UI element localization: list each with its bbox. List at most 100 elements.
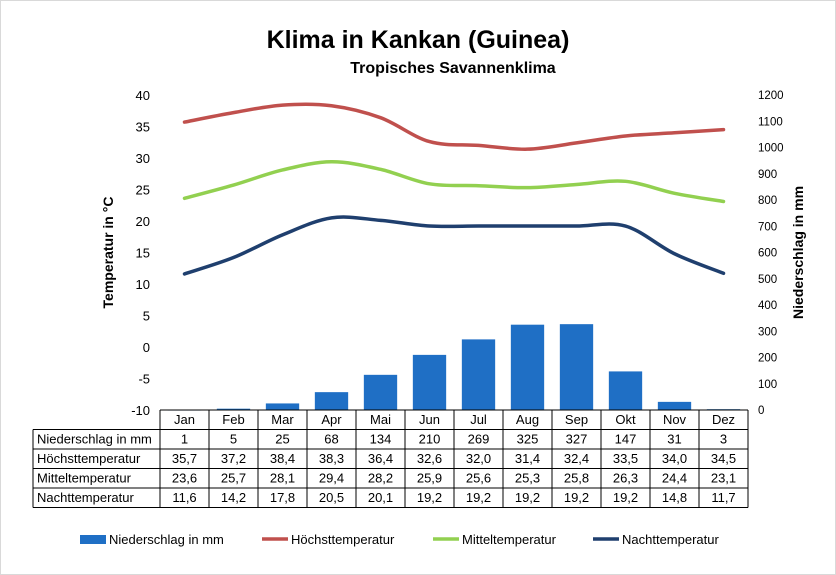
y-tick-label: 20 — [136, 214, 150, 229]
y-tick-label: 0 — [143, 340, 150, 355]
table-cell: 3 — [720, 432, 727, 447]
category-label: Jan — [174, 412, 195, 427]
table-cell: 17,8 — [270, 490, 295, 505]
table-cell: 269 — [468, 432, 490, 447]
y2-tick-label: 300 — [758, 326, 777, 338]
table-cell: 19,2 — [564, 490, 589, 505]
table-cell: 25,8 — [564, 471, 589, 486]
table-cell: 14,2 — [221, 490, 246, 505]
y-tick-label: 30 — [136, 151, 150, 166]
y2-tick-label: 800 — [758, 195, 777, 207]
table-cell: 25,6 — [466, 471, 491, 486]
table-cell: 34,0 — [662, 451, 687, 466]
bar — [412, 354, 447, 410]
bar — [559, 324, 594, 410]
table-cell: 25,3 — [515, 471, 540, 486]
y2-axis-label: Niederschlag in mm — [790, 186, 806, 319]
series-line — [182, 102, 726, 151]
bar — [461, 339, 496, 410]
bar — [363, 374, 398, 410]
table-cell: 23,6 — [172, 471, 197, 486]
category-label: Jul — [470, 412, 487, 427]
category-label: Mai — [370, 412, 391, 427]
table-cell: 11,7 — [711, 490, 735, 505]
table-cell: 19,2 — [515, 490, 540, 505]
table-cell: 327 — [566, 432, 588, 447]
y-tick-label: 5 — [143, 309, 150, 324]
table-cell: 68 — [324, 432, 338, 447]
y2-tick-label: 0 — [758, 405, 764, 417]
table-cell: 34,5 — [711, 451, 736, 466]
category-label: Dez — [712, 412, 735, 427]
table-cell: 31 — [667, 432, 681, 447]
y2-tick-label: 900 — [758, 169, 777, 181]
chart-subtitle: Tropisches Savannenklima — [350, 60, 556, 77]
table-cell: 26,3 — [613, 471, 638, 486]
row-header: Höchsttemperatur — [37, 451, 141, 466]
category-label: Feb — [222, 412, 244, 427]
y2-tick-label: 400 — [758, 300, 777, 312]
legend-swatch — [80, 535, 106, 544]
category-label: Okt — [615, 412, 636, 427]
table-cell: 19,2 — [613, 490, 638, 505]
row-header: Niederschlag in mm — [37, 432, 152, 447]
table-cell: 32,0 — [466, 451, 491, 466]
legend-label: Mitteltemperatur — [462, 532, 557, 547]
y2-tick-label: 200 — [758, 353, 777, 365]
row-header: Mitteltemperatur — [37, 471, 132, 486]
table-cell: 11,6 — [172, 490, 196, 505]
series-line — [182, 215, 726, 276]
category-label: Nov — [663, 412, 687, 427]
y2-tick-label: 100 — [758, 379, 777, 391]
table-cell: 33,5 — [613, 451, 638, 466]
table-cell: 25 — [275, 432, 289, 447]
y2-tick-label: 700 — [758, 221, 777, 233]
table-cell: 134 — [370, 432, 392, 447]
table-cell: 36,4 — [368, 451, 393, 466]
bar — [657, 401, 692, 410]
table-cell: 37,2 — [221, 451, 246, 466]
table-cell: 29,4 — [319, 471, 344, 486]
bar — [265, 403, 300, 410]
row-header: Nachttemperatur — [37, 490, 134, 505]
table-cell: 1 — [181, 432, 188, 447]
table-cell: 32,4 — [564, 451, 589, 466]
table-cell: 28,1 — [270, 471, 295, 486]
table-cell: 19,2 — [417, 490, 442, 505]
table-cell: 19,2 — [466, 490, 491, 505]
y-tick-label: 15 — [136, 246, 150, 261]
bar — [314, 392, 349, 410]
table-cell: 25,9 — [417, 471, 442, 486]
table-cell: 147 — [615, 432, 637, 447]
table-cell: 31,4 — [515, 451, 540, 466]
category-label: Aug — [516, 412, 539, 427]
table-cell: 14,8 — [662, 490, 687, 505]
table-cell: 28,2 — [368, 471, 393, 486]
legend-label: Höchsttemperatur — [291, 532, 395, 547]
category-label: Mar — [271, 412, 294, 427]
table-cell: 325 — [517, 432, 539, 447]
table-cell: 38,3 — [319, 451, 344, 466]
table-cell: 32,6 — [417, 451, 442, 466]
y2-tick-label: 500 — [758, 274, 777, 286]
y-tick-label: 25 — [136, 183, 150, 198]
table-cell: 25,7 — [221, 471, 246, 486]
y-axis-label: Temperatur in °C — [100, 197, 116, 309]
y2-tick-label: 1100 — [758, 116, 783, 128]
table-cell: 38,4 — [270, 451, 295, 466]
table-cell: 20,1 — [368, 490, 393, 505]
y2-tick-label: 1000 — [758, 143, 784, 155]
bar — [510, 324, 545, 410]
y-tick-label: 10 — [136, 277, 150, 292]
category-label: Sep — [565, 412, 588, 427]
table-cell: 210 — [419, 432, 441, 447]
series-line — [182, 160, 726, 204]
bar — [216, 408, 251, 410]
table-cell: 5 — [230, 432, 237, 447]
y2-tick-label: 1200 — [758, 90, 784, 102]
table-cell: 23,1 — [711, 471, 736, 486]
table-cell: 24,4 — [662, 471, 687, 486]
category-label: Jun — [419, 412, 440, 427]
